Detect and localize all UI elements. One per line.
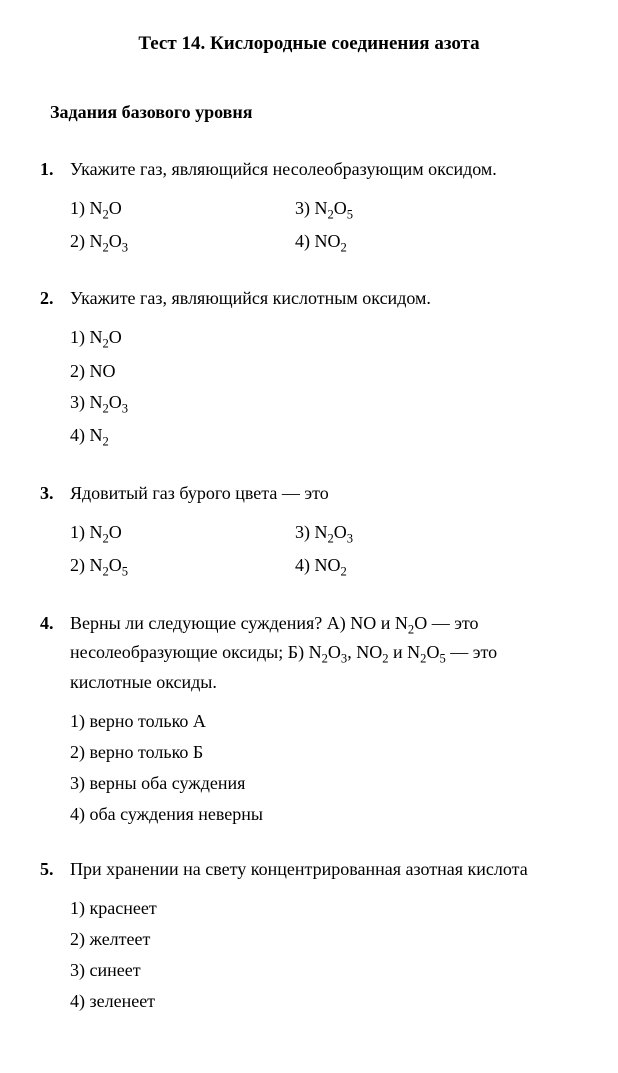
option: 2) желтеет	[70, 926, 578, 953]
option: 3) N2O3	[70, 389, 578, 418]
question-prompt: При хранении на свету концентрированная …	[70, 856, 578, 883]
option: 2) NO	[70, 358, 578, 385]
option: 4) NO2	[295, 552, 578, 581]
question: 4.Верны ли следующие суждения? А) NO и N…	[40, 610, 578, 828]
question: 5.При хранении на свету концентрированна…	[40, 856, 578, 1015]
option: 3) N2O5	[295, 195, 578, 224]
option: 3) N2O3	[295, 519, 578, 548]
question-number: 3.	[40, 480, 70, 582]
option: 2) N2O5	[70, 552, 295, 581]
page-title: Тест 14. Кислородные соединения азота	[40, 30, 578, 59]
question-prompt: Укажите газ, являющийся несолеобразующим…	[70, 156, 578, 183]
question: 3.Ядовитый газ бурого цвета — это 1) N2O3…	[40, 480, 578, 582]
question-prompt: Укажите газ, являющийся кислотным оксидо…	[70, 285, 578, 312]
question-body: При хранении на свету концентрированная …	[70, 856, 578, 1015]
option: 1) N2O	[70, 195, 295, 224]
options-list: 1) краснеет 2) желтеет 3) синеет 4) зеленее…	[70, 895, 578, 1015]
options-list: 1) N2O 2) NO 3) N2O3 4) N2	[70, 324, 578, 451]
option: 1) N2O	[70, 324, 578, 353]
option: 1) краснеет	[70, 895, 578, 922]
question-prompt: Ядовитый газ бурого цвета — это	[70, 480, 578, 507]
option: 3) верны оба суждения	[70, 770, 578, 797]
question-number: 2.	[40, 285, 70, 451]
question-prompt: Верны ли следующие суждения? А) NO и N2O…	[70, 610, 578, 696]
question-body: Укажите газ, являющийся несолеобразующим…	[70, 156, 578, 258]
option: 3) синеет	[70, 957, 578, 984]
option: 2) N2O3	[70, 228, 295, 257]
question: 2.Укажите газ, являющийся кислотным окси…	[40, 285, 578, 451]
section-subtitle: Задания базового уровня	[50, 99, 578, 126]
option: 2) верно только Б	[70, 739, 578, 766]
options-list: 1) верно только А 2) верно только Б 3) вер…	[70, 708, 578, 828]
option: 4) зеленеет	[70, 988, 578, 1015]
option: 4) N2	[70, 422, 578, 451]
options-list: 1) N2O3) N2O52) N2O34) NO2	[70, 195, 578, 258]
question-body: Укажите газ, являющийся кислотным оксидо…	[70, 285, 578, 451]
question-body: Верны ли следующие суждения? А) NO и N2O…	[70, 610, 578, 828]
question: 1.Укажите газ, являющийся несолеобразующ…	[40, 156, 578, 258]
options-list: 1) N2O3) N2O32) N2O54) NO2	[70, 519, 578, 582]
question-body: Ядовитый газ бурого цвета — это 1) N2O3) …	[70, 480, 578, 582]
question-number: 5.	[40, 856, 70, 1015]
option: 4) оба суждения неверны	[70, 801, 578, 828]
option: 1) верно только А	[70, 708, 578, 735]
option: 4) NO2	[295, 228, 578, 257]
question-number: 4.	[40, 610, 70, 828]
question-number: 1.	[40, 156, 70, 258]
option: 1) N2O	[70, 519, 295, 548]
